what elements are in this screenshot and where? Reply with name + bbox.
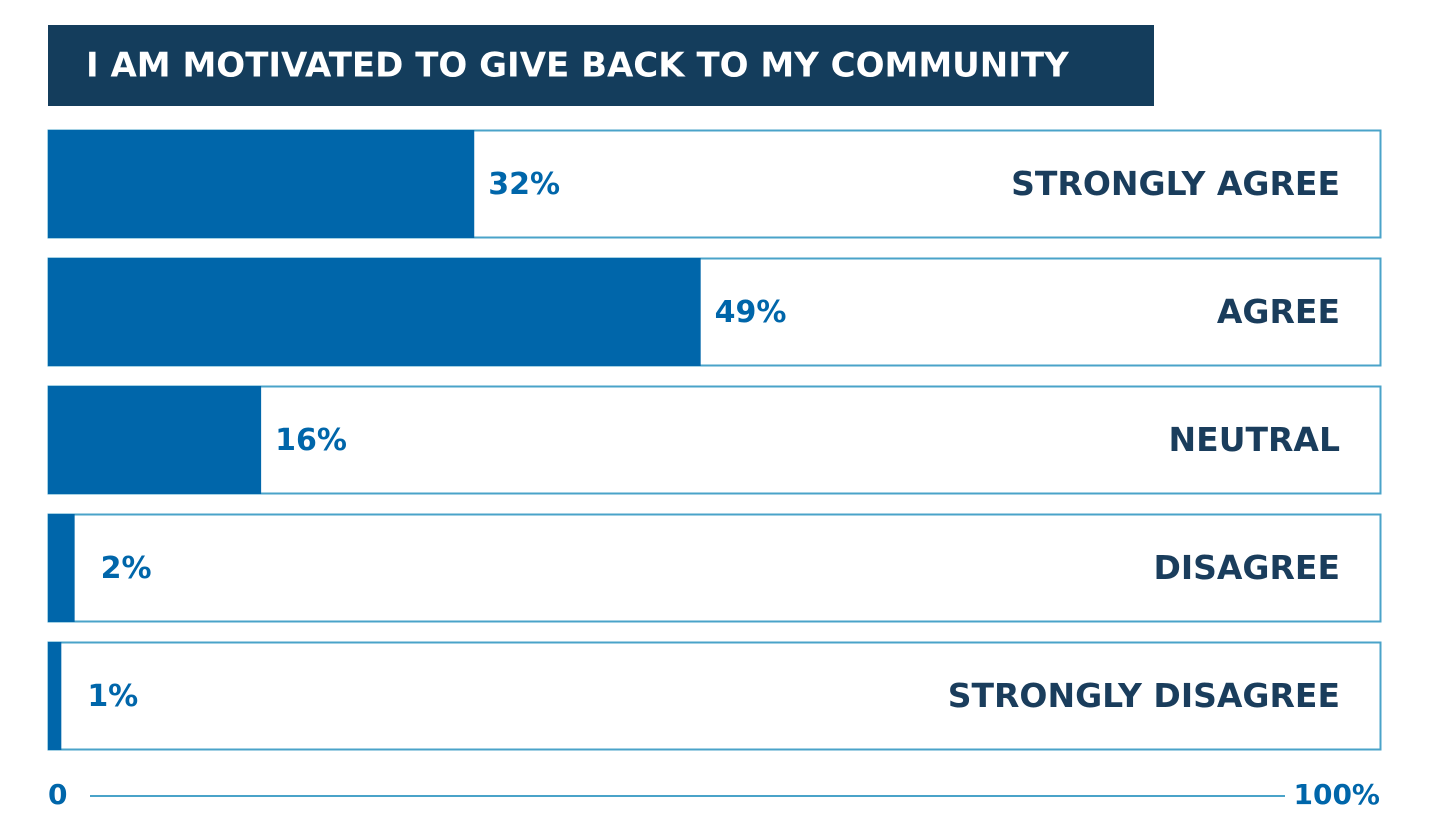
bar [48,514,75,622]
chart-title: I AM MOTIVATED TO GIVE BACK TO MY COMMUN… [86,46,1069,86]
bar-frame [47,385,1382,495]
value-label: 49% [715,295,787,330]
bar [48,642,62,750]
category-label: DISAGREE [1153,548,1340,587]
title-box [48,25,1154,106]
category-label: NEUTRAL [1169,420,1340,459]
x-tick-label: 0 [48,778,67,811]
bar [48,386,262,494]
category-label: STRONGLY DISAGREE [948,676,1340,715]
category-label: STRONGLY AGREE [1011,164,1340,203]
value-label: 2% [101,551,152,586]
x-tick-label: 100% [1293,778,1380,811]
value-label: 16% [275,423,347,458]
bar [48,258,701,366]
category-label: AGREE [1217,292,1340,331]
value-label: 1% [87,679,138,714]
value-label: 32% [488,167,560,202]
bar-frame [47,513,1382,623]
bar [48,130,475,238]
